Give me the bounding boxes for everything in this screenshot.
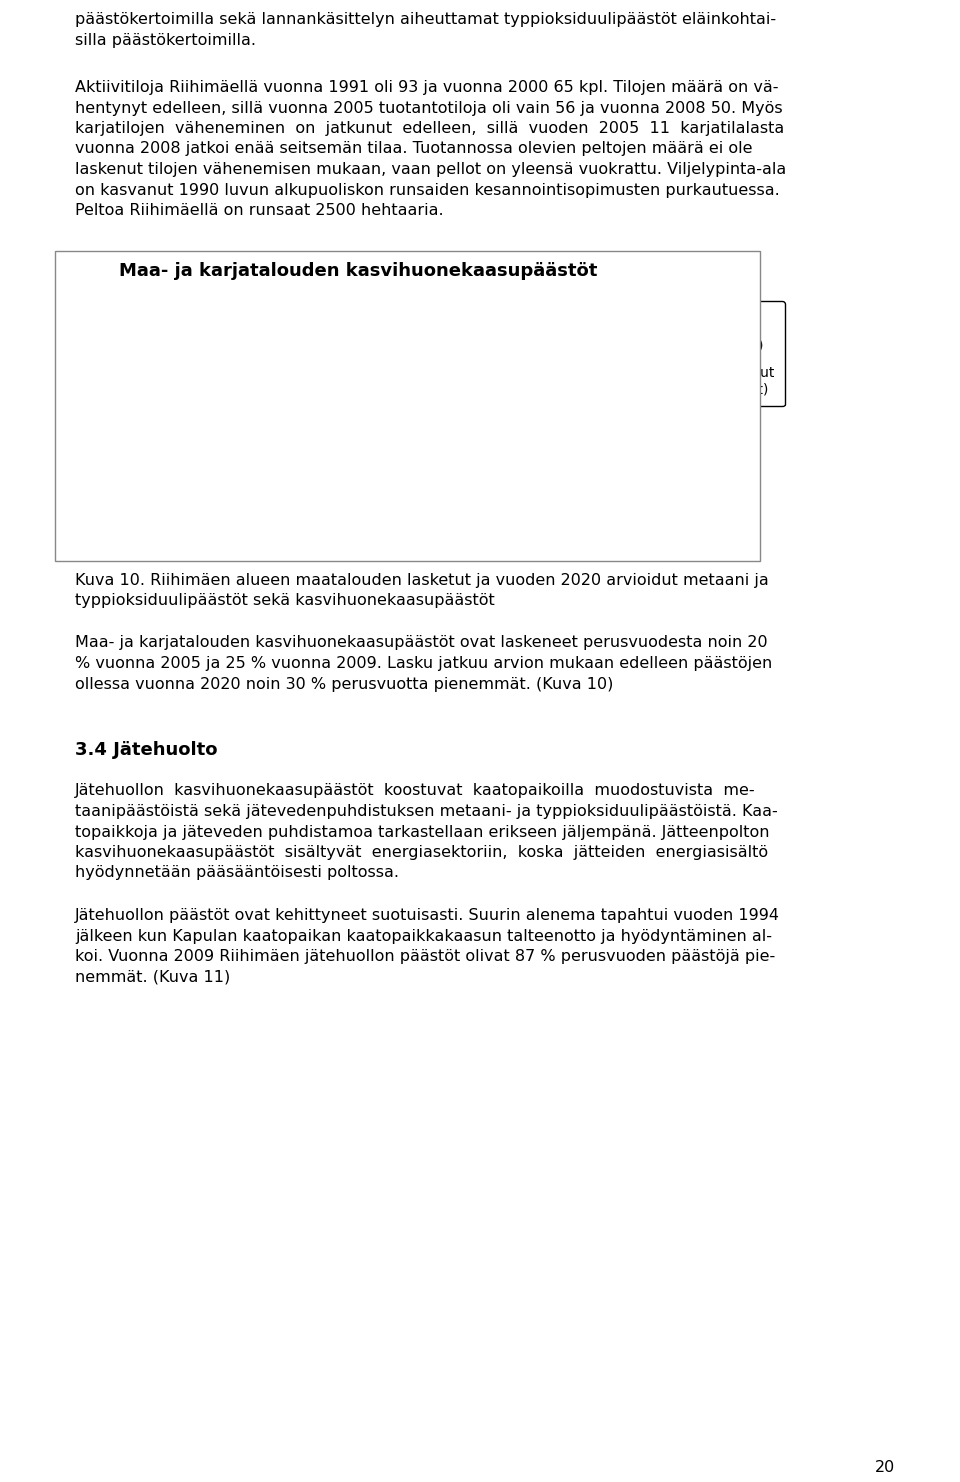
Text: % vuonna 2005 ja 25 % vuonna 2009. Lasku jatkuu arvion mukaan edelleen päästöjen: % vuonna 2005 ja 25 % vuonna 2009. Lasku… bbox=[75, 657, 772, 671]
Text: karjatilojen  väheneminen  on  jatkunut  edelleen,  sillä  vuoden  2005  11  kar: karjatilojen väheneminen on jatkunut ede… bbox=[75, 122, 784, 136]
Text: nemmät. (Kuva 11): nemmät. (Kuva 11) bbox=[75, 969, 230, 984]
Text: 3,8: 3,8 bbox=[525, 491, 547, 505]
Text: Jätehuollon päästöt ovat kehittyneet suotuisasti. Suurin alenema tapahtui vuoden: Jätehuollon päästöt ovat kehittyneet suo… bbox=[75, 908, 780, 923]
Text: 5,1: 5,1 bbox=[245, 486, 267, 501]
Text: 5,5: 5,5 bbox=[160, 485, 181, 499]
Text: koi. Vuonna 2009 Riihimäen jätehuollon päästöt olivat 87 % perusvuoden päästöjä : koi. Vuonna 2009 Riihimäen jätehuollon p… bbox=[75, 948, 776, 963]
Text: Kuva 10. Riihimäen alueen maatalouden lasketut ja vuoden 2020 arvioidut metaani : Kuva 10. Riihimäen alueen maatalouden la… bbox=[75, 572, 769, 587]
Text: hentynyt edelleen, sillä vuonna 2005 tuotantotiloja oli vain 56 ja vuonna 2008 5: hentynyt edelleen, sillä vuonna 2005 tuo… bbox=[75, 101, 782, 116]
Text: Jätehuollon  kasvihuonekaasupäästöt  koostuvat  kaatopaikoilla  muodostuvista  m: Jätehuollon kasvihuonekaasupäästöt koost… bbox=[75, 784, 756, 799]
Text: 3.4 Jätehuolto: 3.4 Jätehuolto bbox=[75, 741, 218, 759]
Text: hyödynnetään pääsääntöisesti poltossa.: hyödynnetään pääsääntöisesti poltossa. bbox=[75, 865, 399, 880]
Legend: Metaani (t), Typpiolsiduuli (t), Kasvihuonekaasut
(CO2-ekv 1000 t): Metaani (t), Typpiolsiduuli (t), Kasvihu… bbox=[602, 301, 784, 406]
Text: Peltoa Riihimäellä on runsaat 2500 hehtaaria.: Peltoa Riihimäellä on runsaat 2500 hehta… bbox=[75, 203, 444, 218]
Text: 4,4: 4,4 bbox=[343, 489, 365, 502]
Text: vuonna 2008 jatkoi enää seitsemän tilaa. Tuotannossa olevien peltojen määrä ei o: vuonna 2008 jatkoi enää seitsemän tilaa.… bbox=[75, 141, 753, 157]
Text: Aktiivitiloja Riihimäellä vuonna 1991 oli 93 ja vuonna 2000 65 kpl. Tilojen määr: Aktiivitiloja Riihimäellä vuonna 1991 ol… bbox=[75, 80, 779, 95]
Text: jälkeen kun Kapulan kaatopaikan kaatopaikkakaasun talteenotto ja hyödyntäminen a: jälkeen kun Kapulan kaatopaikan kaatopai… bbox=[75, 929, 772, 944]
Text: Maa- ja karjatalouden kasvihuonekaasupäästöt: Maa- ja karjatalouden kasvihuonekaasupää… bbox=[119, 262, 597, 280]
Text: typpioksiduulipäästöt sekä kasvihuonekaasupäästöt: typpioksiduulipäästöt sekä kasvihuonekaa… bbox=[75, 593, 494, 608]
Text: topaikkoja ja jäteveden puhdistamoa tarkastellaan erikseen jäljempänä. Jätteenpo: topaikkoja ja jäteveden puhdistamoa tark… bbox=[75, 824, 770, 839]
Text: kasvihuonekaasupäästöt  sisältyvät  energiasektoriin,  koska  jätteiden  energia: kasvihuonekaasupäästöt sisältyvät energi… bbox=[75, 845, 768, 860]
Text: ollessa vuonna 2020 noin 30 % perusvuotta pienemmät. (Kuva 10): ollessa vuonna 2020 noin 30 % perusvuott… bbox=[75, 676, 613, 692]
Text: Maa- ja karjatalouden kasvihuonekaasupäästöt ovat laskeneet perusvuodesta noin 2: Maa- ja karjatalouden kasvihuonekaasupää… bbox=[75, 636, 768, 651]
Text: 4,2: 4,2 bbox=[392, 489, 413, 504]
Text: taanipäästöistä sekä jätevedenpuhdistuksen metaani- ja typpioksiduulipäästöistä.: taanipäästöistä sekä jätevedenpuhdistuks… bbox=[75, 805, 778, 820]
Text: 4,6: 4,6 bbox=[281, 488, 303, 502]
Text: 20: 20 bbox=[875, 1460, 895, 1475]
Text: silla päästökertoimilla.: silla päästökertoimilla. bbox=[75, 33, 256, 47]
Text: päästökertoimilla sekä lannankäsittelyn aiheuttamat typpioksiduulipäästöt eläink: päästökertoimilla sekä lannankäsittelyn … bbox=[75, 12, 776, 27]
Text: laskenut tilojen vähenemisen mukaan, vaan pellot on yleensä vuokrattu. Viljelypi: laskenut tilojen vähenemisen mukaan, vaa… bbox=[75, 162, 786, 176]
Text: on kasvanut 1990 luvun alkupuoliskon runsaiden kesannointisopimusten purkautuess: on kasvanut 1990 luvun alkupuoliskon run… bbox=[75, 182, 780, 197]
